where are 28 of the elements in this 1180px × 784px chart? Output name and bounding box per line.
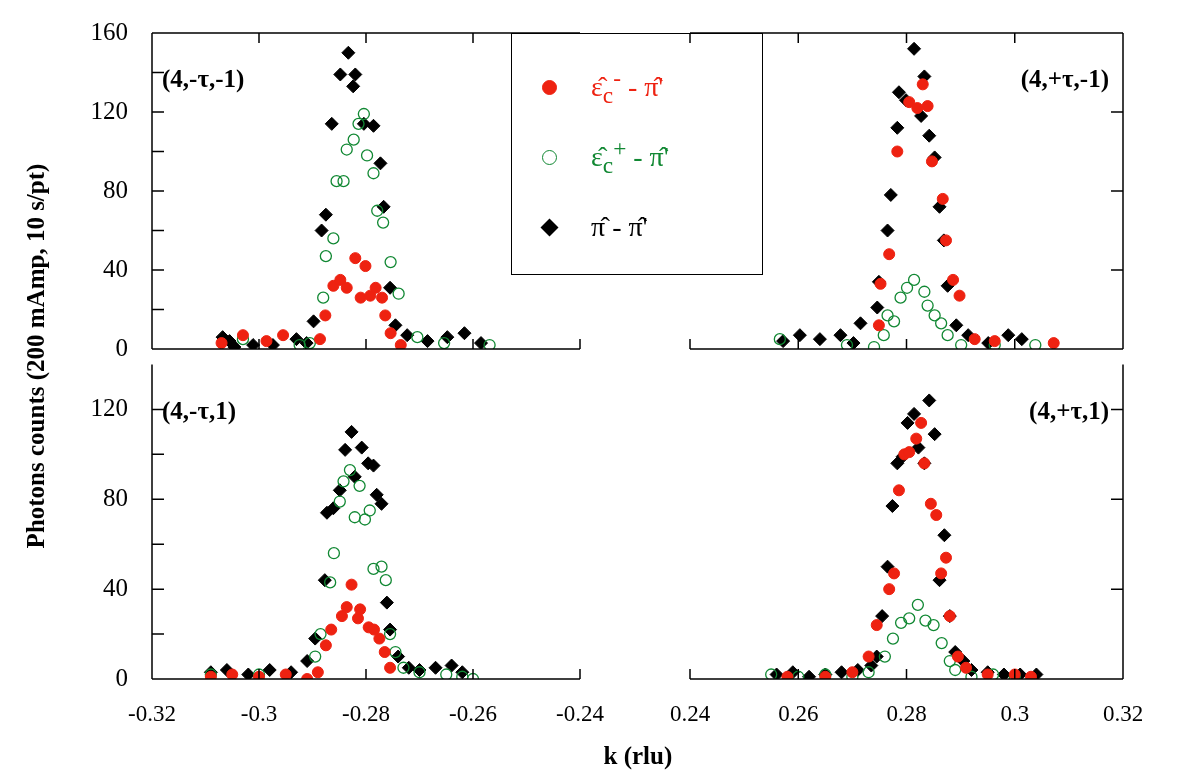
y-tick-label: 120 — [90, 96, 128, 124]
legend-label: π̂ - π̂' — [591, 211, 648, 243]
y-tick-label: 0 — [115, 663, 128, 691]
annotation: (4,+τ,-1) — [1020, 65, 1109, 94]
y-tick-label: 80 — [103, 483, 128, 511]
y-tick-label: 160 — [90, 17, 128, 45]
y-tick-label: 120 — [90, 393, 128, 421]
x-tick-label: 0.26 — [778, 700, 819, 726]
x-axis-title: k (rlu) — [603, 742, 673, 770]
y-axis-title: Photons counts (200 mAmp, 10 s/pt) — [21, 163, 50, 549]
annotation: (4,+τ,1) — [1029, 396, 1109, 425]
x-tick-label: -0.26 — [449, 700, 497, 726]
annotation: (4,-τ,-1) — [162, 65, 245, 94]
x-tick-label: -0.3 — [240, 700, 278, 726]
annotation: (4,-τ,1) — [162, 396, 236, 425]
legend-label: ε̂$_{c}$$^{+}$ - π̂' — [591, 135, 669, 179]
y-tick-label: 0 — [115, 333, 128, 361]
x-tick-label: 0.3 — [1000, 700, 1030, 726]
legend-label: ε̂$_{c}$$^{-}$ - π̂' — [591, 65, 664, 109]
y-tick-label: 40 — [103, 573, 128, 601]
y-tick-label: 40 — [103, 254, 128, 282]
x-tick-label: 0.32 — [1102, 700, 1144, 726]
x-tick-label: -0.24 — [556, 700, 605, 726]
x-tick-label: -0.32 — [128, 700, 176, 726]
x-tick-label: 0.28 — [886, 700, 927, 726]
x-tick-label: -0.28 — [342, 700, 390, 726]
y-tick-label: 80 — [103, 175, 128, 203]
x-tick-label: 0.24 — [669, 700, 711, 726]
